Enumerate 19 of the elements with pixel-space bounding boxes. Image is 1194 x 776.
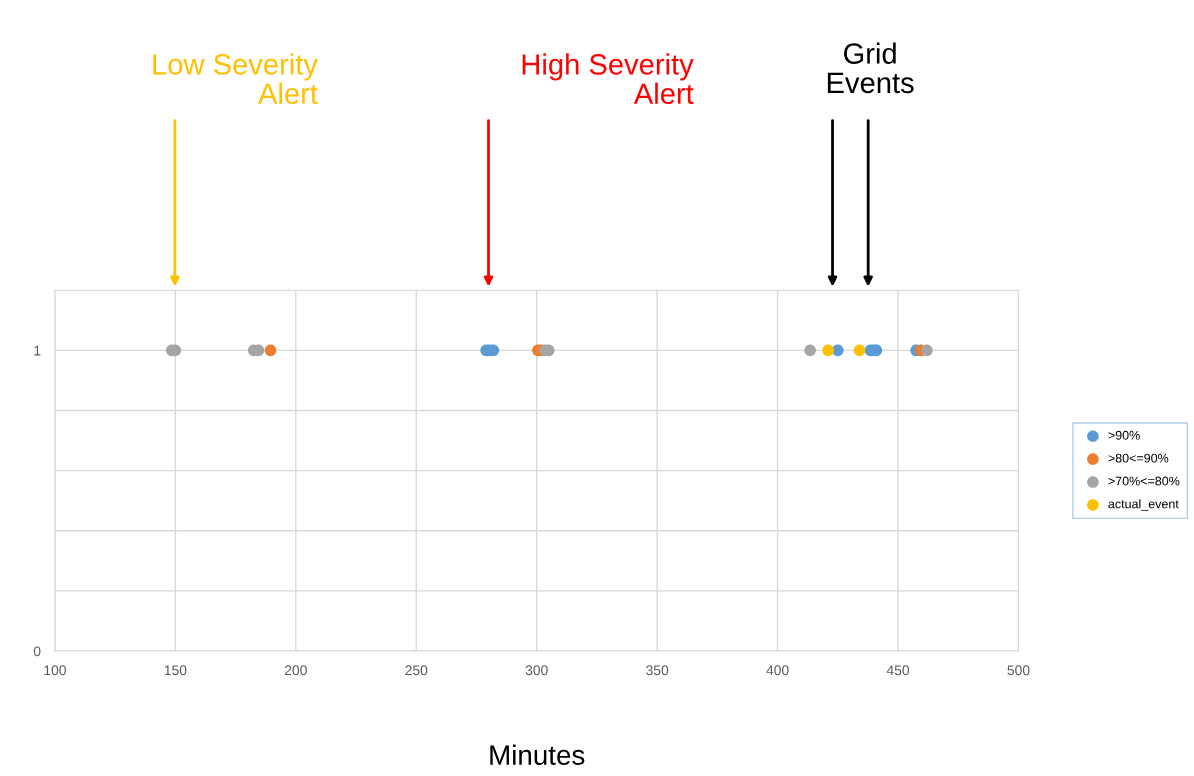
y-tick-label: 1 — [34, 345, 41, 356]
legend-label: >80<=90% — [1108, 453, 1169, 463]
text: Low Severity Alert — [153, 53, 318, 105]
y-tick-label: 0 — [33, 646, 41, 657]
x-tick-label: 250 — [405, 665, 428, 676]
x-tick-label: 150 — [164, 665, 187, 676]
x-axis-title: Minutes — [490, 744, 585, 765]
x-tick-label: 400 — [766, 665, 789, 676]
x-tick-label: 200 — [284, 665, 307, 676]
text: Grid Events — [827, 42, 914, 94]
text: High Severity Alert — [522, 53, 694, 105]
x-tick-label: 100 — [44, 665, 66, 676]
legend-label: >70%<=80% — [1108, 476, 1180, 486]
x-tick-label: 450 — [886, 665, 910, 676]
x-tick-label: 350 — [646, 665, 669, 676]
x-tick-label: 300 — [525, 665, 548, 676]
legend-label: >90% — [1108, 430, 1140, 440]
legend-label: actual_event — [1108, 499, 1179, 511]
x-tick-label: 500 — [1007, 665, 1030, 676]
